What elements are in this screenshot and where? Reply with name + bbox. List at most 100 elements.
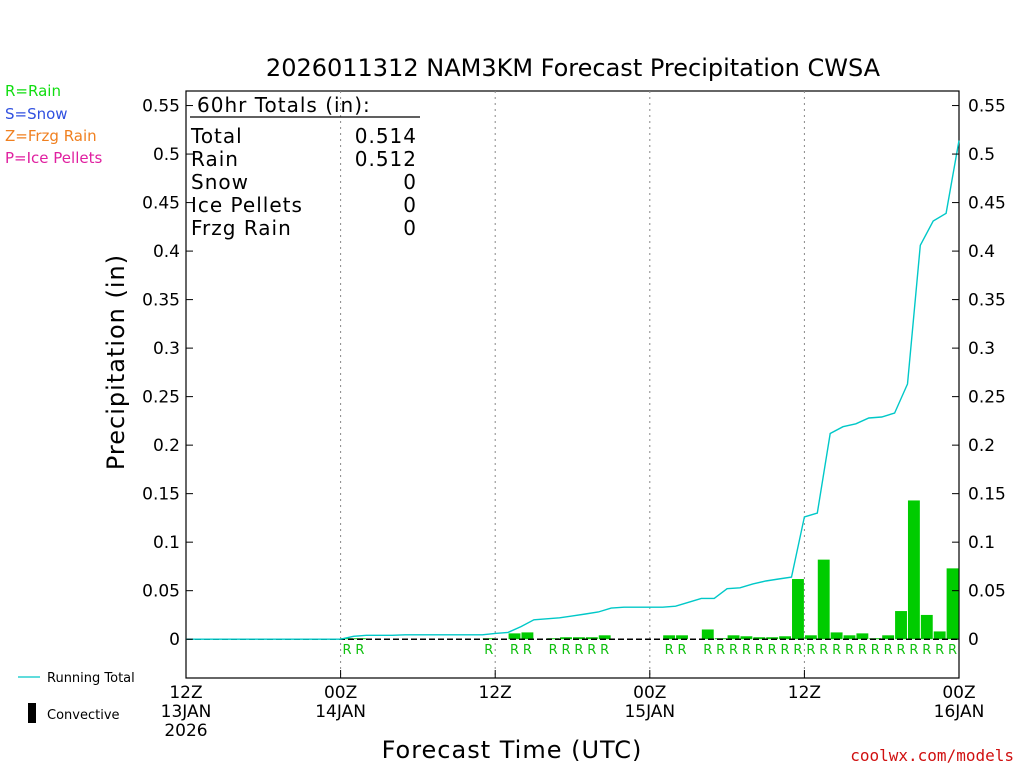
- running-total-layer: [186, 140, 960, 640]
- totals-row-value: 0.514: [355, 124, 417, 148]
- ptype-label: R: [819, 643, 828, 658]
- ptype-label: R: [510, 643, 519, 658]
- y-tick-label-right: 0.25: [968, 388, 1006, 408]
- y-tick-label-left: 0.1: [153, 533, 180, 553]
- vertical-gridlines: [340, 91, 805, 678]
- ptype-label: R: [858, 643, 867, 658]
- convective-legend-swatch: [28, 703, 36, 723]
- rain-bar: [560, 637, 572, 640]
- x-tick-label: 16JAN: [934, 702, 985, 722]
- x-tick-label: 15JAN: [624, 702, 675, 722]
- y-tick-label-right: 0.45: [968, 194, 1006, 214]
- x-tick-label: 13JAN: [161, 702, 212, 722]
- ptype-label: R: [909, 643, 918, 658]
- totals-row-value: 0: [403, 216, 417, 240]
- y-tick-label-left: 0.2: [153, 436, 180, 456]
- ptype-label: R: [897, 643, 906, 658]
- convective-legend-label: Convective: [47, 708, 120, 723]
- rain-bar: [804, 635, 817, 640]
- rain-bars: [341, 500, 959, 640]
- y-tick-label-left: 0.5: [153, 145, 180, 165]
- rain-bar: [663, 635, 676, 640]
- x-tick-label: 12Z: [788, 683, 821, 703]
- rain-bar: [753, 637, 766, 640]
- rain-bar: [701, 629, 714, 640]
- rain-bar: [856, 633, 869, 640]
- x-tick-label: 12Z: [479, 683, 512, 703]
- ptype-label: R: [948, 643, 957, 658]
- ptype-label: R: [755, 643, 764, 658]
- ptype-label: R: [600, 643, 609, 658]
- y-tick-label-right: 0.3: [968, 339, 995, 359]
- ptype-label: R: [355, 643, 364, 658]
- rain-bar: [830, 632, 843, 640]
- ptype-label: R: [562, 643, 571, 658]
- ptype-label: R: [832, 643, 841, 658]
- totals-heading: 60hr Totals (in):: [197, 93, 371, 117]
- ptype-label: R: [703, 643, 712, 658]
- ptype-label: R: [922, 643, 931, 658]
- totals-row-label: Rain: [191, 147, 239, 171]
- ptype-label: R: [793, 643, 802, 658]
- y-tick-label-left: 0.15: [142, 485, 180, 505]
- rain-bar: [933, 631, 946, 640]
- rain-bar: [843, 635, 856, 640]
- ptype-label: R: [845, 643, 854, 658]
- ptype-label: R: [806, 643, 815, 658]
- ptype-label: R: [343, 643, 352, 658]
- rain-bar: [676, 635, 688, 640]
- x-tick-label: 00Z: [633, 683, 666, 703]
- y-ticks-left: 0 0.05 0.1 0.15 0.2 0.25 0.3 0.35 0.4 0.45 0.5 0.55: [142, 97, 193, 650]
- running-total-legend-label: Running Total: [47, 671, 135, 686]
- ptype-label: R: [742, 643, 751, 658]
- rain-bar: [585, 637, 598, 640]
- y-tick-label-right: 0.35: [968, 291, 1006, 311]
- totals-box: 60hr Totals (in): Total 0.514 Rain 0.512 Sno…: [190, 93, 420, 240]
- ptype-label: R: [677, 643, 686, 658]
- key-rain: R=Rain: [5, 82, 61, 100]
- y-tick-label-right: 0.4: [968, 242, 995, 262]
- rain-bar: [341, 638, 353, 640]
- totals-row-label: Frzg Rain: [191, 216, 292, 240]
- rain-bar: [946, 568, 959, 640]
- x-tick-label: 14JAN: [315, 702, 366, 722]
- ptype-label: R: [768, 643, 777, 658]
- ptype-label: R: [729, 643, 738, 658]
- x-tick-label: 12Z: [169, 683, 202, 703]
- totals-row-value: 0: [403, 170, 417, 194]
- rain-bar: [508, 633, 521, 640]
- y-tick-label-left: 0.55: [142, 97, 180, 117]
- ptype-label: R: [781, 643, 790, 658]
- rain-bar: [920, 614, 933, 640]
- y-tick-label-left: 0.4: [153, 242, 180, 262]
- key-snow: S=Snow: [5, 105, 68, 123]
- rain-bar: [598, 635, 611, 640]
- rain-bar: [895, 611, 907, 640]
- rain-bar: [573, 637, 585, 640]
- y-tick-label-left: 0.05: [142, 582, 180, 602]
- totals-row-label: Ice Pellets: [191, 193, 303, 217]
- y-axis-label: Precipitation (in): [102, 254, 130, 470]
- y-tick-label-right: 0.2: [968, 436, 995, 456]
- plot-frame: [185, 90, 960, 679]
- y-tick-label-right: 0.1: [968, 533, 995, 553]
- y-tick-label-left: 0: [169, 630, 180, 650]
- rain-bar: [547, 638, 560, 640]
- ptype-label: R: [523, 643, 532, 658]
- running-total-line: [186, 140, 960, 640]
- ptype-label: R: [587, 643, 596, 658]
- x-tick-label: 00Z: [942, 683, 975, 703]
- y-tick-label-right: 0.5: [968, 145, 995, 165]
- totals-row-label: Snow: [191, 170, 249, 194]
- totals-row-value: 0: [403, 193, 417, 217]
- rain-bar: [766, 637, 779, 640]
- totals-row-value: 0.512: [355, 147, 417, 171]
- y-tick-label-left: 0.45: [142, 194, 180, 214]
- y-tick-label-right: 0.15: [968, 485, 1006, 505]
- y-tick-label-right: 0.05: [968, 582, 1006, 602]
- rain-bar: [792, 579, 804, 640]
- x-axis-label: Forecast Time (UTC): [382, 736, 643, 764]
- x-tick-label: 2026: [164, 721, 207, 741]
